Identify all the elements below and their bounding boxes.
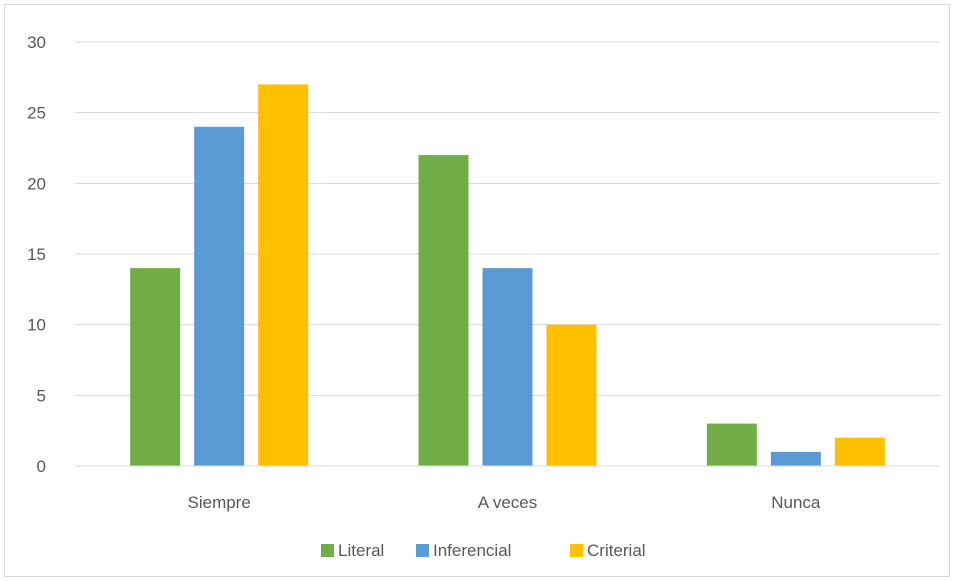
bar-literal-a-veces: [418, 155, 469, 467]
bar-inferencial-siempre: [194, 126, 245, 467]
bar-inferencial-a-veces: [482, 268, 533, 466]
y-tick-label: 15: [27, 245, 46, 264]
x-category-label: Siempre: [188, 493, 251, 512]
legend-swatch-literal: [321, 544, 334, 557]
bar-criterial-siempre: [258, 84, 309, 467]
y-tick-label: 0: [37, 457, 46, 476]
x-category-label: Nunca: [771, 493, 821, 512]
y-tick-label: 30: [27, 33, 46, 52]
legend-label-criterial: Criterial: [587, 541, 646, 560]
y-tick-label: 25: [27, 104, 46, 123]
bar-criterial-nunca: [834, 437, 885, 466]
y-tick-label: 20: [27, 174, 46, 193]
legend-label-inferencial: Inferencial: [433, 541, 511, 560]
bar-literal-nunca: [706, 423, 757, 466]
bars: [130, 84, 885, 467]
y-tick-label: 10: [27, 316, 46, 335]
legend-swatch-criterial: [570, 544, 583, 557]
legend-swatch-inferencial: [416, 544, 429, 557]
bar-inferencial-nunca: [770, 451, 821, 466]
y-tick-label: 5: [37, 386, 46, 405]
x-axis-categories: Siempre A veces Nunca: [188, 493, 821, 512]
x-category-label: A veces: [478, 493, 538, 512]
bar-criterial-a-veces: [546, 324, 597, 466]
legend: Literal Inferencial Criterial: [321, 541, 646, 560]
legend-label-literal: Literal: [338, 541, 384, 560]
y-axis-ticks: 0 5 10 15 20 25 30: [27, 33, 46, 476]
bar-literal-siempre: [130, 268, 181, 466]
